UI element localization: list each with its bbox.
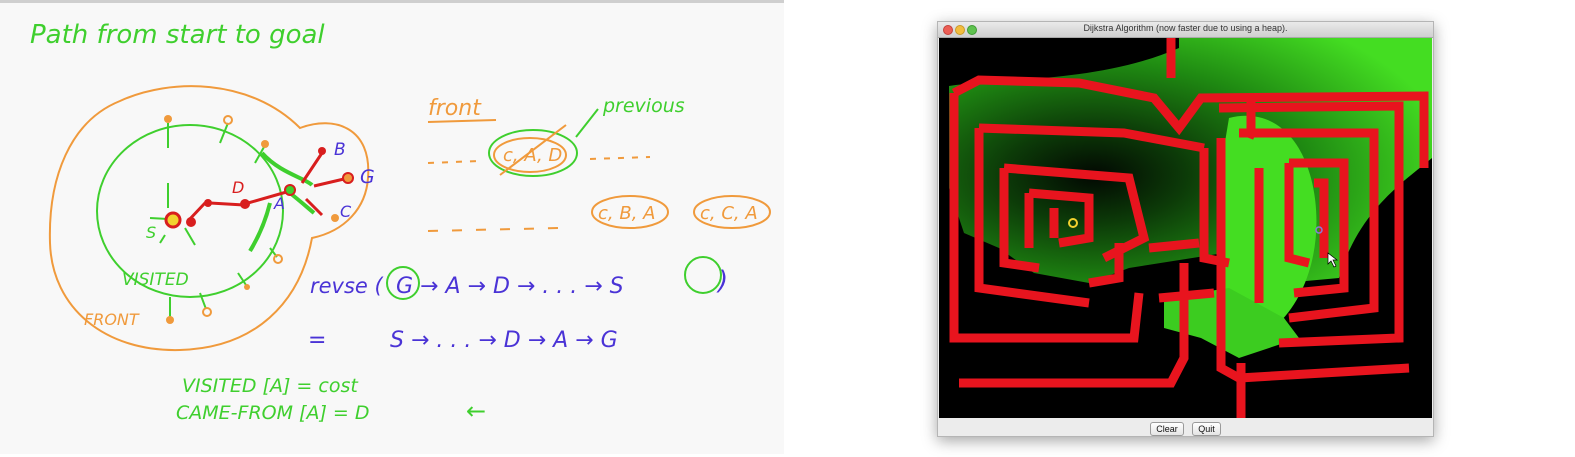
node-d-label: D [232,178,244,197]
close-icon[interactable] [943,25,953,35]
whiteboard-drawing: Path from start to goal [30,20,771,425]
front-underline [427,119,497,123]
node-a-dot [284,184,296,196]
reverse-close: ) [716,266,728,296]
node-g-label: G [360,166,375,188]
node-a-label: A [273,194,285,213]
whiteboard-panel: Path from start to goal [0,0,784,454]
front-entry-3-oval [693,195,771,229]
forward-chain: S → . . . → D → A → G [390,328,618,353]
mouse-pointer-icon [1327,252,1339,268]
front-entry-2-oval [591,195,669,229]
front-stems [149,122,278,318]
visited-assignment: VISITED [A] = cost [182,375,359,397]
start-node-dot [164,211,182,229]
front-entry-3-text: c, C, A [700,203,758,224]
quit-button[interactable]: Quit [1192,422,1221,436]
previous-label: previous [602,95,685,117]
front-heading: front [428,96,482,121]
goal-circle [386,266,420,300]
node-b-label: B [334,140,346,160]
front-entry-oval [488,129,578,177]
zoom-icon[interactable] [967,25,977,35]
reverse-prefix: revse ( [310,274,384,298]
node-s-label: S [146,223,156,242]
came-from-assignment: CAME-FROM [A] = D [176,402,370,424]
clear-button[interactable]: Clear [1150,422,1184,436]
front-dots [164,115,354,324]
visited-region-label: VISITED [122,270,189,290]
front-region-label: FRONT [84,310,140,329]
pointer-arrow: ← [466,397,486,425]
maze-walls [949,38,1429,418]
front-entry-oval-inner [493,137,567,173]
strike-line [499,124,567,176]
front-boundary [48,85,370,352]
dashes-2 [589,156,651,160]
visited-region-bottom [1164,288,1299,358]
path-nodes [186,147,326,227]
equals-sign: = [308,328,326,353]
front-entry-text: c, A, D [503,145,562,166]
minimize-icon[interactable] [955,25,965,35]
dashes-1 [427,160,479,164]
dijkstra-window[interactable]: Dijkstra Algorithm (now faster due to us… [937,21,1434,437]
dashes-3 [427,227,561,232]
came-from-arrows [186,152,345,223]
maze-canvas[interactable] [939,38,1432,418]
front-entry-2-text: c, B, A [598,203,655,224]
node-c-label: C [340,202,352,221]
goal-marker[interactable] [1315,226,1323,234]
reverse-chain: G → A → D → . . . → S [396,274,624,299]
start-circle [684,256,722,294]
start-marker[interactable] [1068,218,1078,228]
visited-boundary [96,124,284,298]
window-title: Dijkstra Algorithm (now faster due to us… [1083,23,1288,33]
whiteboard-heading: Path from start to goal [30,20,325,50]
window-titlebar[interactable]: Dijkstra Algorithm (now faster due to us… [938,22,1433,38]
previous-pointer [575,108,599,138]
button-bar: Clear Quit [938,419,1433,437]
